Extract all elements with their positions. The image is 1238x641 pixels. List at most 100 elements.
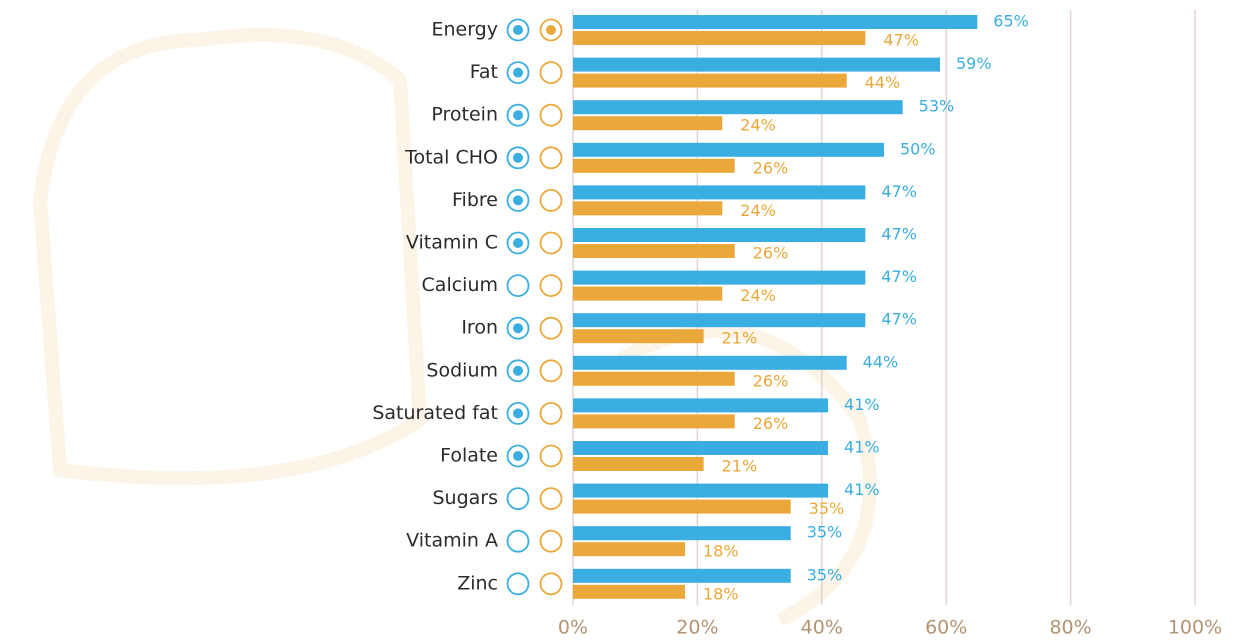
category-label: Iron [461, 317, 498, 339]
category-label: Energy [431, 19, 498, 41]
category-label: Vitamin C [406, 232, 498, 254]
bar [573, 244, 735, 258]
radio-dot [513, 365, 523, 376]
bar [573, 31, 866, 45]
radio-button[interactable] [506, 274, 530, 298]
bar [573, 100, 903, 115]
value-label: 53% [919, 97, 955, 116]
x-tick-label: 40% [801, 617, 843, 639]
category-label: Folate [440, 445, 498, 467]
category-label: Calcium [422, 274, 498, 296]
value-label: 47% [881, 225, 917, 244]
bar [573, 483, 829, 498]
x-tick-label: 100% [1168, 617, 1222, 639]
bar [573, 371, 735, 386]
category-label: Sugars [432, 487, 498, 509]
value-label: 26% [753, 371, 789, 390]
bar [573, 286, 723, 301]
radio-button[interactable] [539, 359, 563, 383]
bar [573, 542, 685, 557]
value-label: 44% [863, 352, 899, 371]
radio-dot [513, 25, 523, 35]
category-label: Fat [470, 61, 498, 83]
bar [573, 158, 735, 173]
bar [573, 441, 829, 455]
bar [573, 73, 847, 88]
bar [573, 329, 704, 344]
radio-button[interactable] [506, 529, 530, 553]
bar [573, 228, 866, 242]
category-label: Fibre [452, 189, 498, 211]
radio-dot [513, 323, 523, 334]
value-label: 41% [844, 438, 880, 457]
bar [573, 313, 866, 328]
radio-dot [546, 25, 556, 35]
category-label: Sodium [426, 359, 498, 381]
value-label: 26% [753, 158, 789, 177]
radio-button[interactable] [539, 146, 563, 170]
value-label: 24% [740, 116, 776, 135]
bar [573, 568, 791, 583]
x-tick-label: 0% [558, 617, 588, 639]
value-label: 21% [722, 457, 758, 476]
bar [573, 270, 866, 285]
category-label: Protein [431, 104, 498, 126]
radio-button[interactable] [539, 444, 563, 468]
value-label: 35% [807, 523, 843, 542]
bar [573, 398, 829, 413]
value-label: 65% [993, 12, 1029, 31]
radio-button[interactable] [539, 316, 563, 340]
radio-button[interactable] [539, 529, 563, 553]
category-label: Vitamin A [406, 530, 498, 552]
value-label: 24% [740, 286, 776, 305]
radio-button[interactable] [539, 103, 563, 127]
bar [573, 499, 791, 514]
value-label: 47% [881, 182, 917, 201]
bar [573, 116, 723, 131]
value-label: 26% [753, 414, 789, 433]
radio-button[interactable] [539, 572, 563, 596]
value-label: 47% [883, 31, 919, 50]
bar [573, 15, 978, 29]
bar [573, 201, 723, 216]
radio-button[interactable] [539, 188, 563, 212]
radio-dot [513, 110, 523, 121]
value-label: 47% [881, 267, 917, 286]
radio-button[interactable] [539, 487, 563, 511]
bar [573, 414, 735, 429]
bar [573, 584, 685, 599]
value-label: 18% [703, 584, 739, 603]
category-label: Zinc [457, 572, 498, 594]
value-label: 41% [844, 480, 880, 499]
radio-dot [513, 67, 523, 78]
radio-dot [513, 152, 523, 163]
bar [573, 526, 791, 541]
radio-button[interactable] [506, 487, 530, 511]
value-label: 21% [722, 329, 758, 348]
value-label: 59% [956, 54, 992, 73]
value-label: 24% [740, 201, 776, 220]
x-tick-label: 60% [925, 617, 967, 639]
bar [573, 57, 940, 72]
radio-button[interactable] [539, 231, 563, 255]
bar [573, 142, 884, 157]
radio-dot [513, 195, 523, 206]
value-label: 41% [844, 395, 880, 414]
radio-dot [513, 238, 523, 248]
radio-button[interactable] [506, 572, 530, 596]
radio-button[interactable] [539, 61, 563, 84]
category-label: Saturated fat [372, 402, 498, 424]
radio-dot [513, 408, 523, 419]
bar [573, 355, 847, 370]
x-tick-label: 20% [676, 617, 718, 639]
radio-button[interactable] [539, 401, 563, 425]
radio-button[interactable] [539, 274, 563, 298]
value-label: 35% [809, 499, 845, 518]
category-label: Total CHO [404, 146, 498, 168]
value-label: 44% [865, 73, 901, 92]
radio-dot [513, 451, 523, 461]
value-label: 50% [900, 139, 936, 158]
value-label: 18% [703, 542, 739, 561]
x-tick-label: 80% [1049, 617, 1091, 639]
